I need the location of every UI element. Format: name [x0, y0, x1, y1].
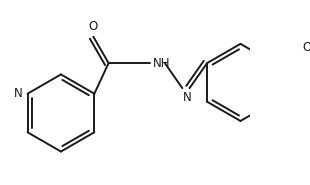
Text: O: O	[89, 20, 98, 33]
Text: NH: NH	[153, 57, 170, 70]
Text: N: N	[183, 90, 192, 104]
Text: O: O	[302, 41, 310, 54]
Text: N: N	[14, 87, 23, 100]
